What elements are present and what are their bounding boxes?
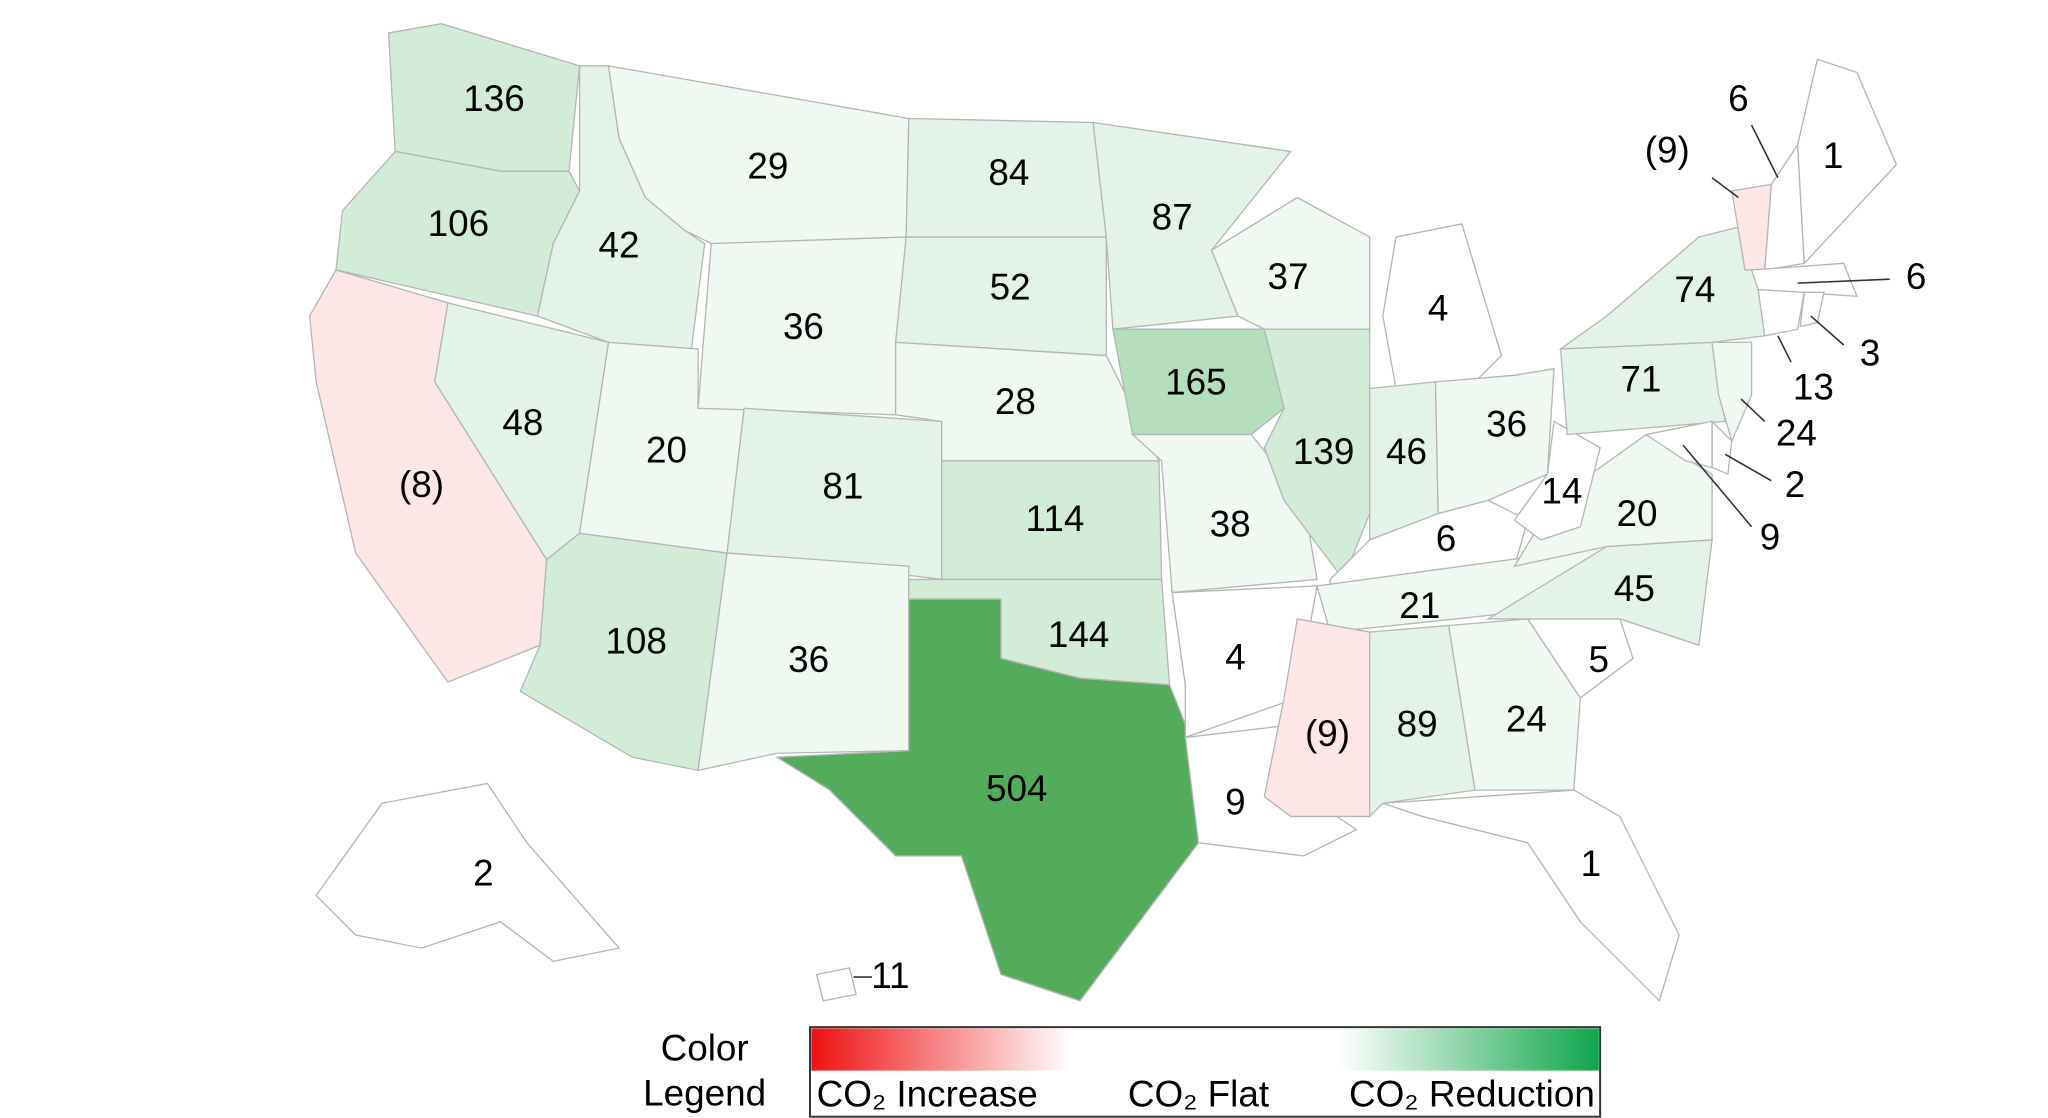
state-label: (9) (1305, 713, 1350, 754)
state-label: 71 (1620, 359, 1661, 400)
states (308, 23, 1898, 1003)
state (697, 552, 910, 772)
state-label: 114 (1026, 498, 1085, 539)
state (1130, 433, 1318, 594)
state-label: 14 (1541, 471, 1582, 512)
state-label: 9 (1225, 781, 1246, 822)
state-label: (8) (399, 464, 444, 505)
legend-label: CO₂ Flat (1128, 1074, 1269, 1115)
state-label: 37 (1268, 256, 1309, 297)
state (1711, 341, 1753, 444)
state-labels: 136106(8)4248201082936813684522811414450… (399, 78, 1926, 996)
state-label: 24 (1776, 413, 1817, 454)
state-label: 36 (788, 639, 829, 680)
legend-gradient (811, 1028, 1599, 1071)
legend-label: CO₂ Increase (817, 1074, 1038, 1115)
leader-line (1750, 124, 1779, 179)
state-label: 21 (1399, 585, 1440, 626)
state (1513, 420, 1601, 541)
state (1263, 328, 1371, 581)
state-label: 2 (473, 852, 494, 893)
state (1369, 624, 1476, 819)
state-label: 29 (747, 145, 788, 186)
state-label: 46 (1386, 431, 1427, 472)
state (1757, 289, 1806, 337)
state-label: 504 (986, 768, 1048, 809)
state-label: 1 (1823, 135, 1844, 176)
state-label: 6 (1436, 518, 1457, 559)
state-label: 24 (1506, 698, 1547, 739)
state-label: 108 (605, 621, 666, 662)
state-label: 139 (1293, 431, 1355, 472)
state-label: 87 (1152, 197, 1193, 238)
leader-line (1740, 398, 1766, 422)
state-label: 38 (1210, 503, 1251, 544)
state-label: 48 (502, 402, 543, 443)
legend-title: Legend (643, 1072, 766, 1113)
leader-line (1711, 177, 1739, 199)
legend: Color Legend CO₂ Increase CO₂ Flat CO₂ R… (643, 1026, 1602, 1118)
state-label: 5 (1589, 639, 1610, 680)
state (1382, 789, 1680, 1003)
state-label: 36 (783, 306, 824, 347)
leader-line (1777, 335, 1792, 363)
state-label: 11 (871, 955, 909, 996)
state-label: 4 (1428, 288, 1449, 329)
state (1644, 420, 1713, 469)
state-label: 81 (822, 465, 863, 506)
state-label: 89 (1397, 704, 1438, 745)
state-label: 4 (1225, 636, 1246, 677)
leader-line (1810, 315, 1845, 346)
state-label: 28 (995, 381, 1036, 422)
state-label: 1 (1581, 843, 1602, 884)
state (1558, 223, 1766, 350)
leader-line (1797, 278, 1890, 284)
state (1485, 539, 1713, 647)
state-label: 9 (1760, 517, 1781, 558)
leader-lines (853, 124, 1890, 978)
state (774, 598, 1200, 1002)
state (1750, 262, 1858, 298)
legend-label: CO₂ Reduction (1349, 1074, 1595, 1115)
state-label: 6 (1728, 78, 1749, 119)
state-label: 2 (1785, 464, 1806, 505)
state-label: 144 (1048, 614, 1110, 655)
state-label: 3 (1860, 332, 1881, 373)
state (1796, 58, 1898, 265)
state-label: 6 (1906, 256, 1927, 297)
state-label: 165 (1165, 361, 1227, 402)
state-label: 74 (1674, 269, 1715, 310)
state-label: 84 (988, 152, 1029, 193)
state-label: 45 (1614, 568, 1655, 609)
state (1447, 618, 1582, 791)
state-label: (9) (1645, 129, 1690, 170)
leader-line (1724, 453, 1772, 482)
state-label: 20 (646, 430, 687, 471)
state-label: 20 (1616, 493, 1657, 534)
leader-line (1682, 444, 1753, 528)
legend-title: Color (661, 1028, 749, 1069)
state-label: 36 (1486, 403, 1527, 444)
state-label: 52 (990, 266, 1031, 307)
state (815, 967, 857, 1002)
state (1112, 328, 1285, 436)
state-label: 42 (599, 224, 640, 265)
state-label: 13 (1793, 367, 1834, 408)
state-label: 136 (463, 78, 525, 119)
state-label: 106 (428, 203, 490, 244)
state (1171, 585, 1318, 739)
state (315, 782, 621, 962)
